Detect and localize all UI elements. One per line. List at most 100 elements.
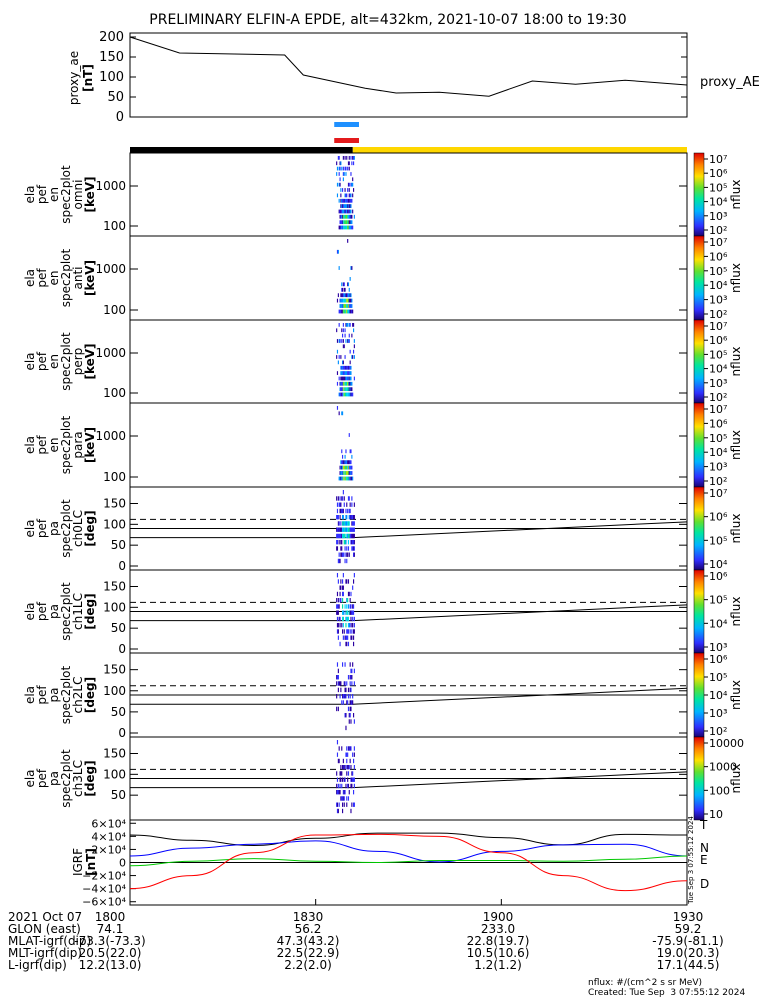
spectrogram-cell — [345, 309, 347, 314]
orbit-bar-yellow — [352, 147, 687, 153]
spectrogram-cell — [351, 266, 353, 270]
spectrogram-cell — [342, 496, 344, 501]
spectrogram-cell — [345, 323, 347, 327]
panel-ylabel: ela — [23, 352, 37, 370]
spectrogram-cell — [340, 579, 342, 584]
spectrogram-cell — [347, 387, 349, 392]
spectrogram-cell — [347, 783, 349, 789]
spectrogram-cell — [345, 376, 347, 381]
spectrogram-cell — [347, 323, 349, 327]
spectrogram-cell — [345, 449, 347, 454]
spectrogram-cell — [345, 579, 347, 584]
spectrogram-cell — [347, 476, 349, 481]
spectrogram-cell — [341, 411, 343, 416]
spectrogram-cell — [342, 304, 344, 308]
spectrogram-cell — [342, 309, 344, 314]
footer-cell: 1900 — [482, 910, 514, 924]
panel-ylabel: pef — [35, 685, 49, 705]
spectrogram-cell — [339, 502, 341, 507]
spectrogram-cell — [344, 309, 346, 314]
spectrogram-cell — [349, 476, 351, 481]
spectrogram-cell — [349, 502, 351, 507]
panel-ytick-label: 100 — [103, 600, 126, 614]
panel-ylabel: pef — [35, 184, 49, 204]
spectrogram-cell — [347, 533, 349, 539]
panel-ytick-label: 100 — [103, 517, 126, 531]
colorbar — [693, 319, 705, 404]
spectrogram-cell — [347, 635, 349, 640]
spectrogram-cell — [347, 381, 350, 386]
spectrogram-cell — [348, 182, 350, 187]
spectrogram-cell — [348, 476, 350, 481]
colorbar-tick-label: 10⁴ — [709, 558, 728, 571]
spectrogram-cell — [343, 392, 345, 397]
panel-ylabel: spec2plot — [59, 415, 73, 474]
colorbar-tick-label: 10⁴ — [709, 689, 728, 702]
spectrogram-cell — [349, 713, 351, 718]
spectrogram-cell — [349, 508, 351, 514]
ae-ytick-label: 200 — [99, 30, 124, 45]
ae-ylabel: proxy_ae — [67, 51, 81, 105]
spectrogram-cell — [338, 802, 340, 807]
spectrogram-cell — [342, 585, 344, 590]
spectrogram-cell — [348, 460, 350, 465]
spectrogram-cell — [337, 533, 339, 539]
spectrogram-cell — [348, 623, 350, 628]
spectrogram-cell — [342, 598, 344, 603]
colorbar-label: nflux — [729, 263, 743, 293]
spectrogram-cell — [351, 533, 353, 539]
spectrogram-cell — [342, 777, 344, 782]
spectrogram-cell — [344, 304, 346, 308]
spectrogram-cell — [336, 339, 339, 343]
spectrogram-cell — [353, 746, 355, 751]
spectrogram-cell — [343, 344, 345, 349]
spectrogram-cell — [345, 471, 347, 475]
spectrogram-cell — [349, 198, 351, 203]
spectrogram-cell — [344, 333, 346, 338]
spectrogram-cell — [351, 298, 353, 303]
spectrogram-cell — [341, 209, 343, 214]
spectrogram-cell — [342, 188, 344, 192]
spectrogram-cell — [346, 293, 348, 298]
spectrogram-cell — [347, 376, 349, 381]
spectrogram-cell — [353, 616, 355, 622]
igrf-ylabel: IGRF — [71, 848, 85, 876]
spectrogram-cell — [352, 694, 354, 699]
spectrogram-cell — [342, 454, 344, 459]
spectrogram-cell — [341, 527, 343, 532]
spectrogram-cell — [340, 376, 342, 381]
spectrogram-cell — [349, 204, 351, 208]
panel-ytick-label: 100 — [103, 470, 126, 484]
spectrogram-cell — [352, 546, 354, 551]
spectrogram-cell — [345, 713, 347, 718]
spectrogram-cell — [348, 225, 350, 230]
spectrogram-cell — [346, 392, 348, 397]
orbit-bar-black — [130, 147, 353, 153]
spectrogram-cell — [344, 604, 346, 609]
panel-ylabel: spec2plot — [59, 165, 73, 224]
spectrogram-cell — [338, 681, 340, 686]
spectrogram-cell — [353, 552, 355, 557]
spectrogram-cell — [339, 681, 341, 686]
spectrogram-cell — [346, 802, 348, 807]
spectrogram-cell — [352, 515, 354, 520]
colorbar — [693, 152, 705, 237]
spectrogram-cell — [336, 328, 338, 333]
spectrogram-cell — [347, 527, 349, 532]
spectrogram-cell — [351, 355, 353, 359]
spectrogram-cell — [350, 719, 352, 724]
spectrogram-cell — [340, 585, 342, 590]
spectrogram-cell — [340, 371, 342, 375]
spectrogram-cell — [352, 156, 354, 160]
spectrogram-cell — [350, 635, 352, 640]
spectrogram-cell — [340, 204, 342, 208]
spectrogram-cell — [342, 209, 344, 214]
spectrogram-cell — [348, 287, 350, 292]
spectrogram-cell — [336, 515, 338, 520]
spectrogram-cell — [349, 214, 351, 219]
spectrogram-cell — [338, 758, 340, 764]
spectrogram-cell — [350, 214, 352, 219]
spectrogram-cell — [352, 700, 354, 705]
colorbar-tick-label: 10⁷ — [709, 487, 727, 500]
igrf-legend-D: D — [700, 877, 709, 891]
